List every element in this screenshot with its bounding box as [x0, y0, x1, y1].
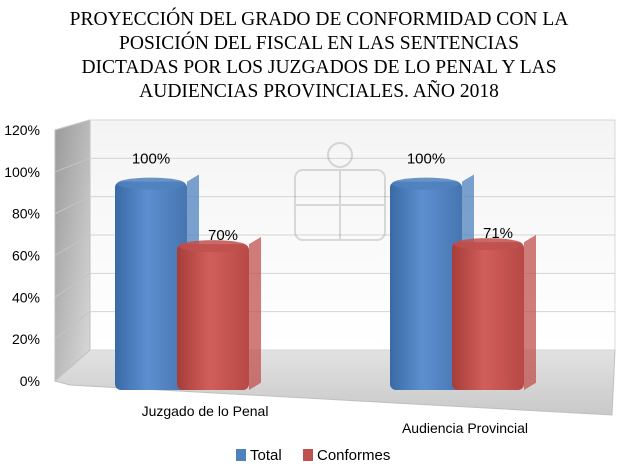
bar-top	[392, 177, 460, 190]
y-tick-label: 40%	[12, 289, 40, 305]
seal-crown	[327, 142, 353, 168]
legend: Total Conformes	[236, 447, 390, 464]
bar-top	[454, 238, 522, 251]
data-label: 100%	[407, 151, 445, 168]
bar-front	[115, 181, 187, 390]
x-axis: Juzgado de lo Penal Audiencia Provincial	[142, 403, 528, 436]
data-label: 71%	[483, 225, 513, 242]
bar	[177, 236, 261, 390]
x-tick-label: Juzgado de lo Penal	[142, 403, 269, 419]
y-axis: 0% 20% 40% 60% 80% 100% 120%	[4, 122, 40, 389]
legend-item: Conformes	[303, 447, 390, 464]
bar-top	[117, 177, 185, 190]
gridline-side	[54, 349, 91, 382]
legend-swatch	[303, 449, 313, 461]
gridline-side	[54, 272, 91, 298]
y-tick-label: 20%	[12, 331, 40, 347]
y-tick-label: 80%	[12, 206, 40, 222]
y-tick-label: 100%	[4, 164, 40, 180]
y-tick-label: 60%	[12, 248, 40, 264]
legend-item: Total	[236, 447, 282, 464]
legend-label: Total	[250, 447, 282, 464]
y-tick-label: 120%	[4, 122, 40, 138]
y-tick-label: 0%	[20, 373, 40, 389]
bar-top	[179, 240, 247, 253]
data-label: 70%	[208, 227, 238, 244]
bar-front	[177, 244, 249, 390]
bars: 100% 70% 100% 71%	[115, 151, 536, 390]
bar-front	[452, 242, 524, 390]
x-tick-label: Audiencia Provincial	[402, 420, 528, 436]
side-wall	[54, 119, 91, 383]
watermark-seal	[294, 142, 386, 241]
legend-label: Conformes	[317, 447, 390, 464]
seal-shield	[294, 169, 386, 241]
chart-title: PROYECCIÓN DEL GRADO DE CONFORMIDAD CON …	[69, 9, 569, 102]
gridline-side	[54, 196, 91, 215]
gridline-side	[54, 119, 91, 131]
data-label: 100%	[132, 151, 170, 168]
bar-side	[249, 236, 261, 390]
gridline-side	[54, 234, 91, 256]
gridline-side	[54, 157, 91, 173]
bar-side	[524, 234, 536, 390]
gridline-side	[54, 311, 91, 340]
bar	[452, 234, 536, 390]
legend-swatch	[236, 449, 246, 461]
bar-front	[390, 181, 462, 390]
